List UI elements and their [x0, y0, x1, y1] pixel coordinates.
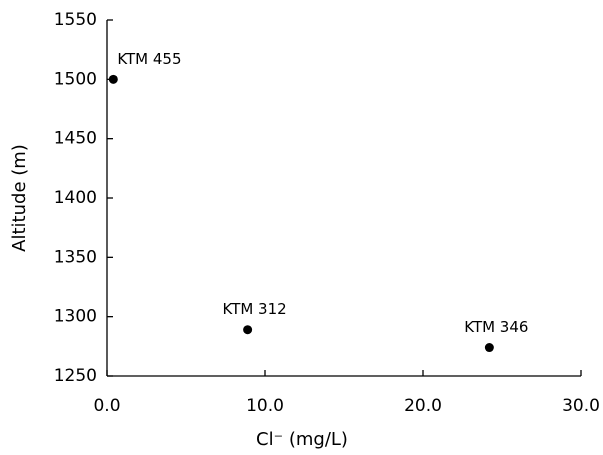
y-tick-label: 1550 [54, 10, 97, 30]
y-tick-label: 1250 [54, 366, 97, 386]
point-label: KTM 455 [117, 50, 181, 68]
y-tick-label: 1450 [54, 129, 97, 149]
point-label: KTM 312 [223, 300, 287, 318]
y-tick-label: 1400 [54, 188, 97, 208]
x-tick-label: 30.0 [562, 396, 600, 416]
point [484, 343, 494, 353]
y-tick-label: 1350 [54, 247, 97, 267]
x-tick-label: 0.0 [93, 396, 120, 416]
y-tick-label: 1300 [54, 307, 97, 327]
point [108, 74, 118, 84]
point [243, 325, 253, 335]
x-tick-label: 10.0 [246, 396, 284, 416]
y-tick-label: 1500 [54, 69, 97, 89]
x-tick-label: 20.0 [404, 396, 442, 416]
y-axis-title: Altitude (m) [9, 144, 30, 252]
point-label: KTM 346 [464, 318, 528, 336]
x-axis-title: Cl⁻ (mg/L) [256, 429, 348, 450]
